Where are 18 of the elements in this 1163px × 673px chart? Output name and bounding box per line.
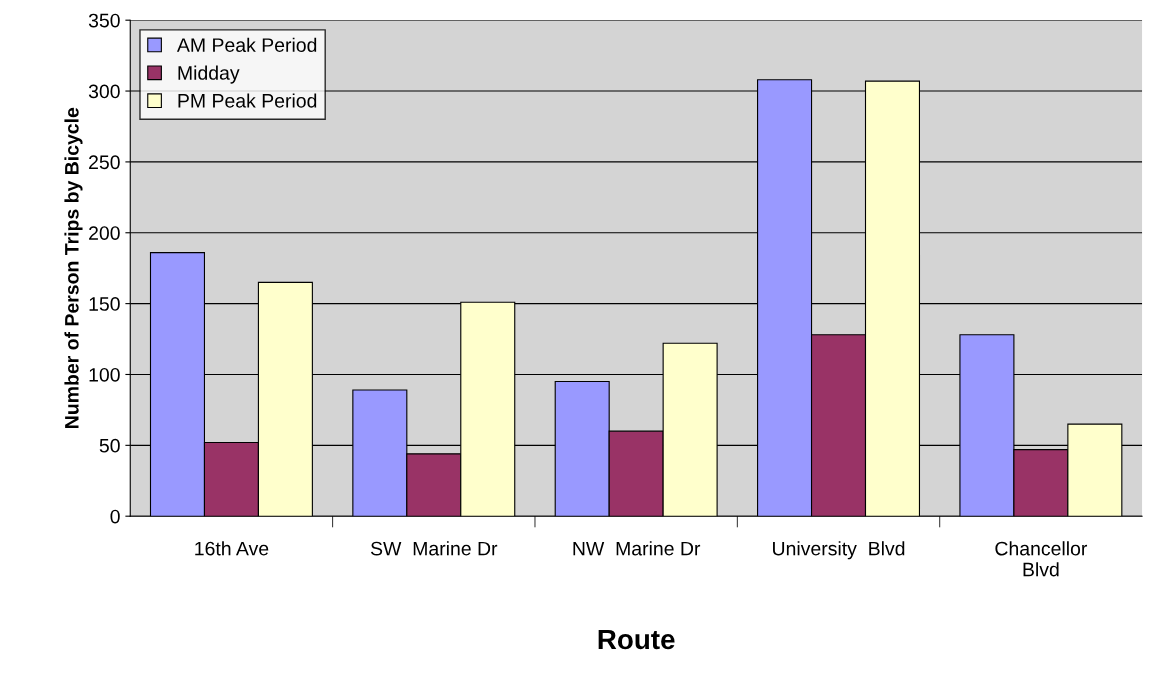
- legend-label: PM Peak Period: [178, 93, 317, 108]
- y-tick-label: 300: [88, 84, 120, 99]
- y-tick-label: 200: [89, 226, 120, 240]
- x-tick-label: 16th Ave: [195, 541, 269, 556]
- y-tick-label: 150: [89, 297, 120, 311]
- y-tick-label: 0: [110, 509, 120, 524]
- x-tick-label: NW Marine Dr: [573, 541, 701, 556]
- legend-label: Midday: [178, 65, 240, 84]
- y-axis-title: Number of Person Trips by Bicycle: [64, 107, 83, 428]
- y-tick-label: 250: [89, 155, 120, 170]
- y-tick-label: 350: [88, 13, 120, 28]
- x-tick-label: SW Marine Dr: [370, 541, 498, 556]
- y-tick-label: 50: [99, 438, 120, 453]
- y-tick-label: 100: [89, 367, 120, 382]
- legend-label: AM Peak Period: [176, 37, 317, 52]
- x-tick-label: Chancellor Blvd: [995, 541, 1088, 577]
- x-tick-label: University Blvd: [773, 541, 905, 560]
- x-axis-title: Route: [598, 629, 675, 650]
